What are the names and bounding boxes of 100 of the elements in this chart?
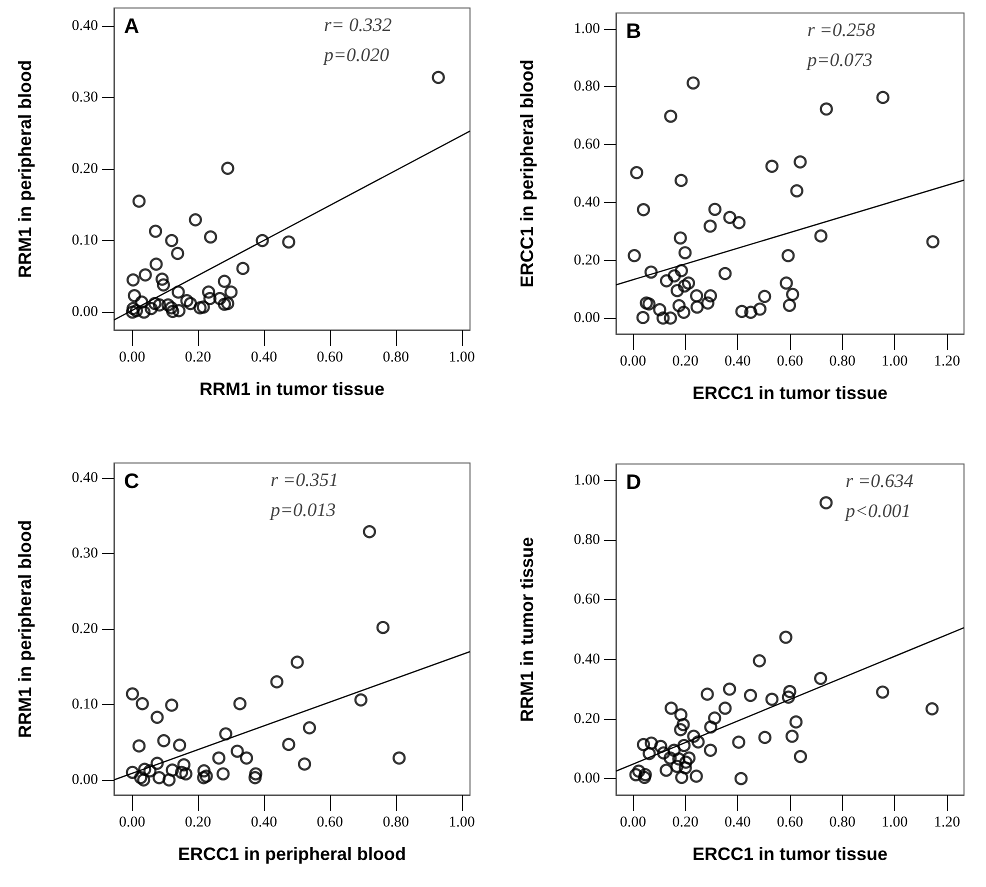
point — [298, 757, 312, 771]
point — [786, 288, 800, 301]
point — [188, 213, 202, 226]
point — [664, 751, 677, 765]
point — [196, 300, 210, 314]
point — [765, 160, 779, 173]
point — [184, 296, 198, 310]
point — [270, 675, 284, 688]
point — [704, 744, 718, 757]
point — [156, 272, 169, 286]
point — [224, 285, 238, 299]
x-axis-title: ERCC1 in tumor tissue — [692, 844, 888, 864]
x-tick-label: 0.20 — [184, 350, 212, 366]
x-tick-label: 0.40 — [724, 354, 751, 370]
x-tick-label: 1.20 — [934, 814, 960, 830]
y-axis-title: RRM1 in peripheral blood — [15, 520, 35, 738]
point — [143, 764, 157, 778]
point — [630, 166, 644, 180]
point — [723, 210, 736, 224]
point — [174, 766, 188, 779]
point — [221, 162, 234, 175]
x-tick-label: 0.00 — [119, 814, 146, 830]
y-axis-title: RRM1 in tumor tissue — [517, 536, 537, 722]
point — [690, 770, 703, 783]
x-tick-label: 0.80 — [382, 814, 409, 830]
point — [213, 292, 226, 306]
point — [202, 285, 216, 299]
point — [148, 224, 162, 238]
point — [134, 771, 148, 784]
point — [758, 730, 772, 744]
point — [670, 284, 684, 298]
x-tick-label: 0.00 — [119, 350, 146, 366]
y-tick-label: 0.00 — [72, 772, 98, 788]
annotation: r= 0.332 — [324, 15, 392, 36]
point — [233, 697, 247, 710]
point — [682, 276, 696, 290]
point — [362, 525, 376, 538]
x-tick-label: 0.80 — [829, 814, 856, 830]
point — [282, 235, 296, 249]
x-axis-title: ERCC1 in tumor tissue — [692, 383, 888, 403]
point — [674, 708, 688, 722]
point — [789, 715, 803, 729]
point — [820, 102, 833, 116]
point — [249, 767, 262, 780]
y-tick-label: 0.40 — [574, 194, 600, 210]
point — [700, 688, 714, 701]
point — [780, 276, 793, 290]
point — [126, 273, 140, 287]
x-tick-label: 0.20 — [672, 354, 698, 370]
point — [200, 770, 213, 783]
point — [216, 767, 230, 780]
x-tick-label: 0.40 — [724, 814, 751, 830]
point — [290, 656, 304, 669]
point — [654, 740, 668, 753]
chart-title: D — [626, 471, 642, 494]
point — [144, 302, 158, 316]
point — [876, 90, 890, 104]
point — [779, 630, 792, 644]
x-tick-label: 0.40 — [250, 814, 278, 830]
y-tick-label: 0.20 — [574, 252, 600, 268]
point — [701, 296, 714, 310]
x-tick-label: 0.00 — [620, 354, 646, 370]
point — [653, 303, 666, 316]
point — [136, 697, 149, 710]
annotation: p=0.073 — [805, 50, 872, 71]
point — [642, 746, 656, 760]
y-tick-label: 0.00 — [574, 770, 600, 787]
point — [376, 620, 390, 634]
point — [282, 738, 296, 752]
point — [674, 264, 688, 278]
point — [212, 751, 226, 765]
point — [660, 764, 673, 777]
point — [644, 736, 658, 750]
point — [765, 692, 779, 706]
point — [126, 687, 140, 700]
x-tick-label: 0.60 — [316, 814, 344, 830]
chart-title: A — [124, 15, 140, 38]
y-axis-title: ERCC1 in peripheral blood — [517, 59, 537, 288]
point — [674, 174, 688, 188]
point — [218, 274, 232, 288]
y-tick-label: 1.00 — [574, 20, 600, 37]
point — [660, 274, 674, 288]
point — [732, 216, 746, 230]
point — [137, 306, 151, 319]
point — [221, 296, 234, 310]
y-tick-label: 0.30 — [72, 546, 98, 562]
point — [925, 702, 939, 716]
point — [392, 751, 406, 765]
x-tick-label: 0.60 — [776, 814, 804, 830]
point — [138, 762, 152, 776]
point — [302, 721, 316, 734]
point — [678, 246, 692, 260]
point — [704, 220, 717, 233]
point — [668, 269, 681, 282]
point — [150, 258, 163, 271]
point — [782, 298, 796, 312]
point — [794, 750, 808, 764]
point — [152, 298, 166, 312]
x-tick-label: 1.20 — [934, 354, 960, 370]
point — [132, 739, 146, 753]
